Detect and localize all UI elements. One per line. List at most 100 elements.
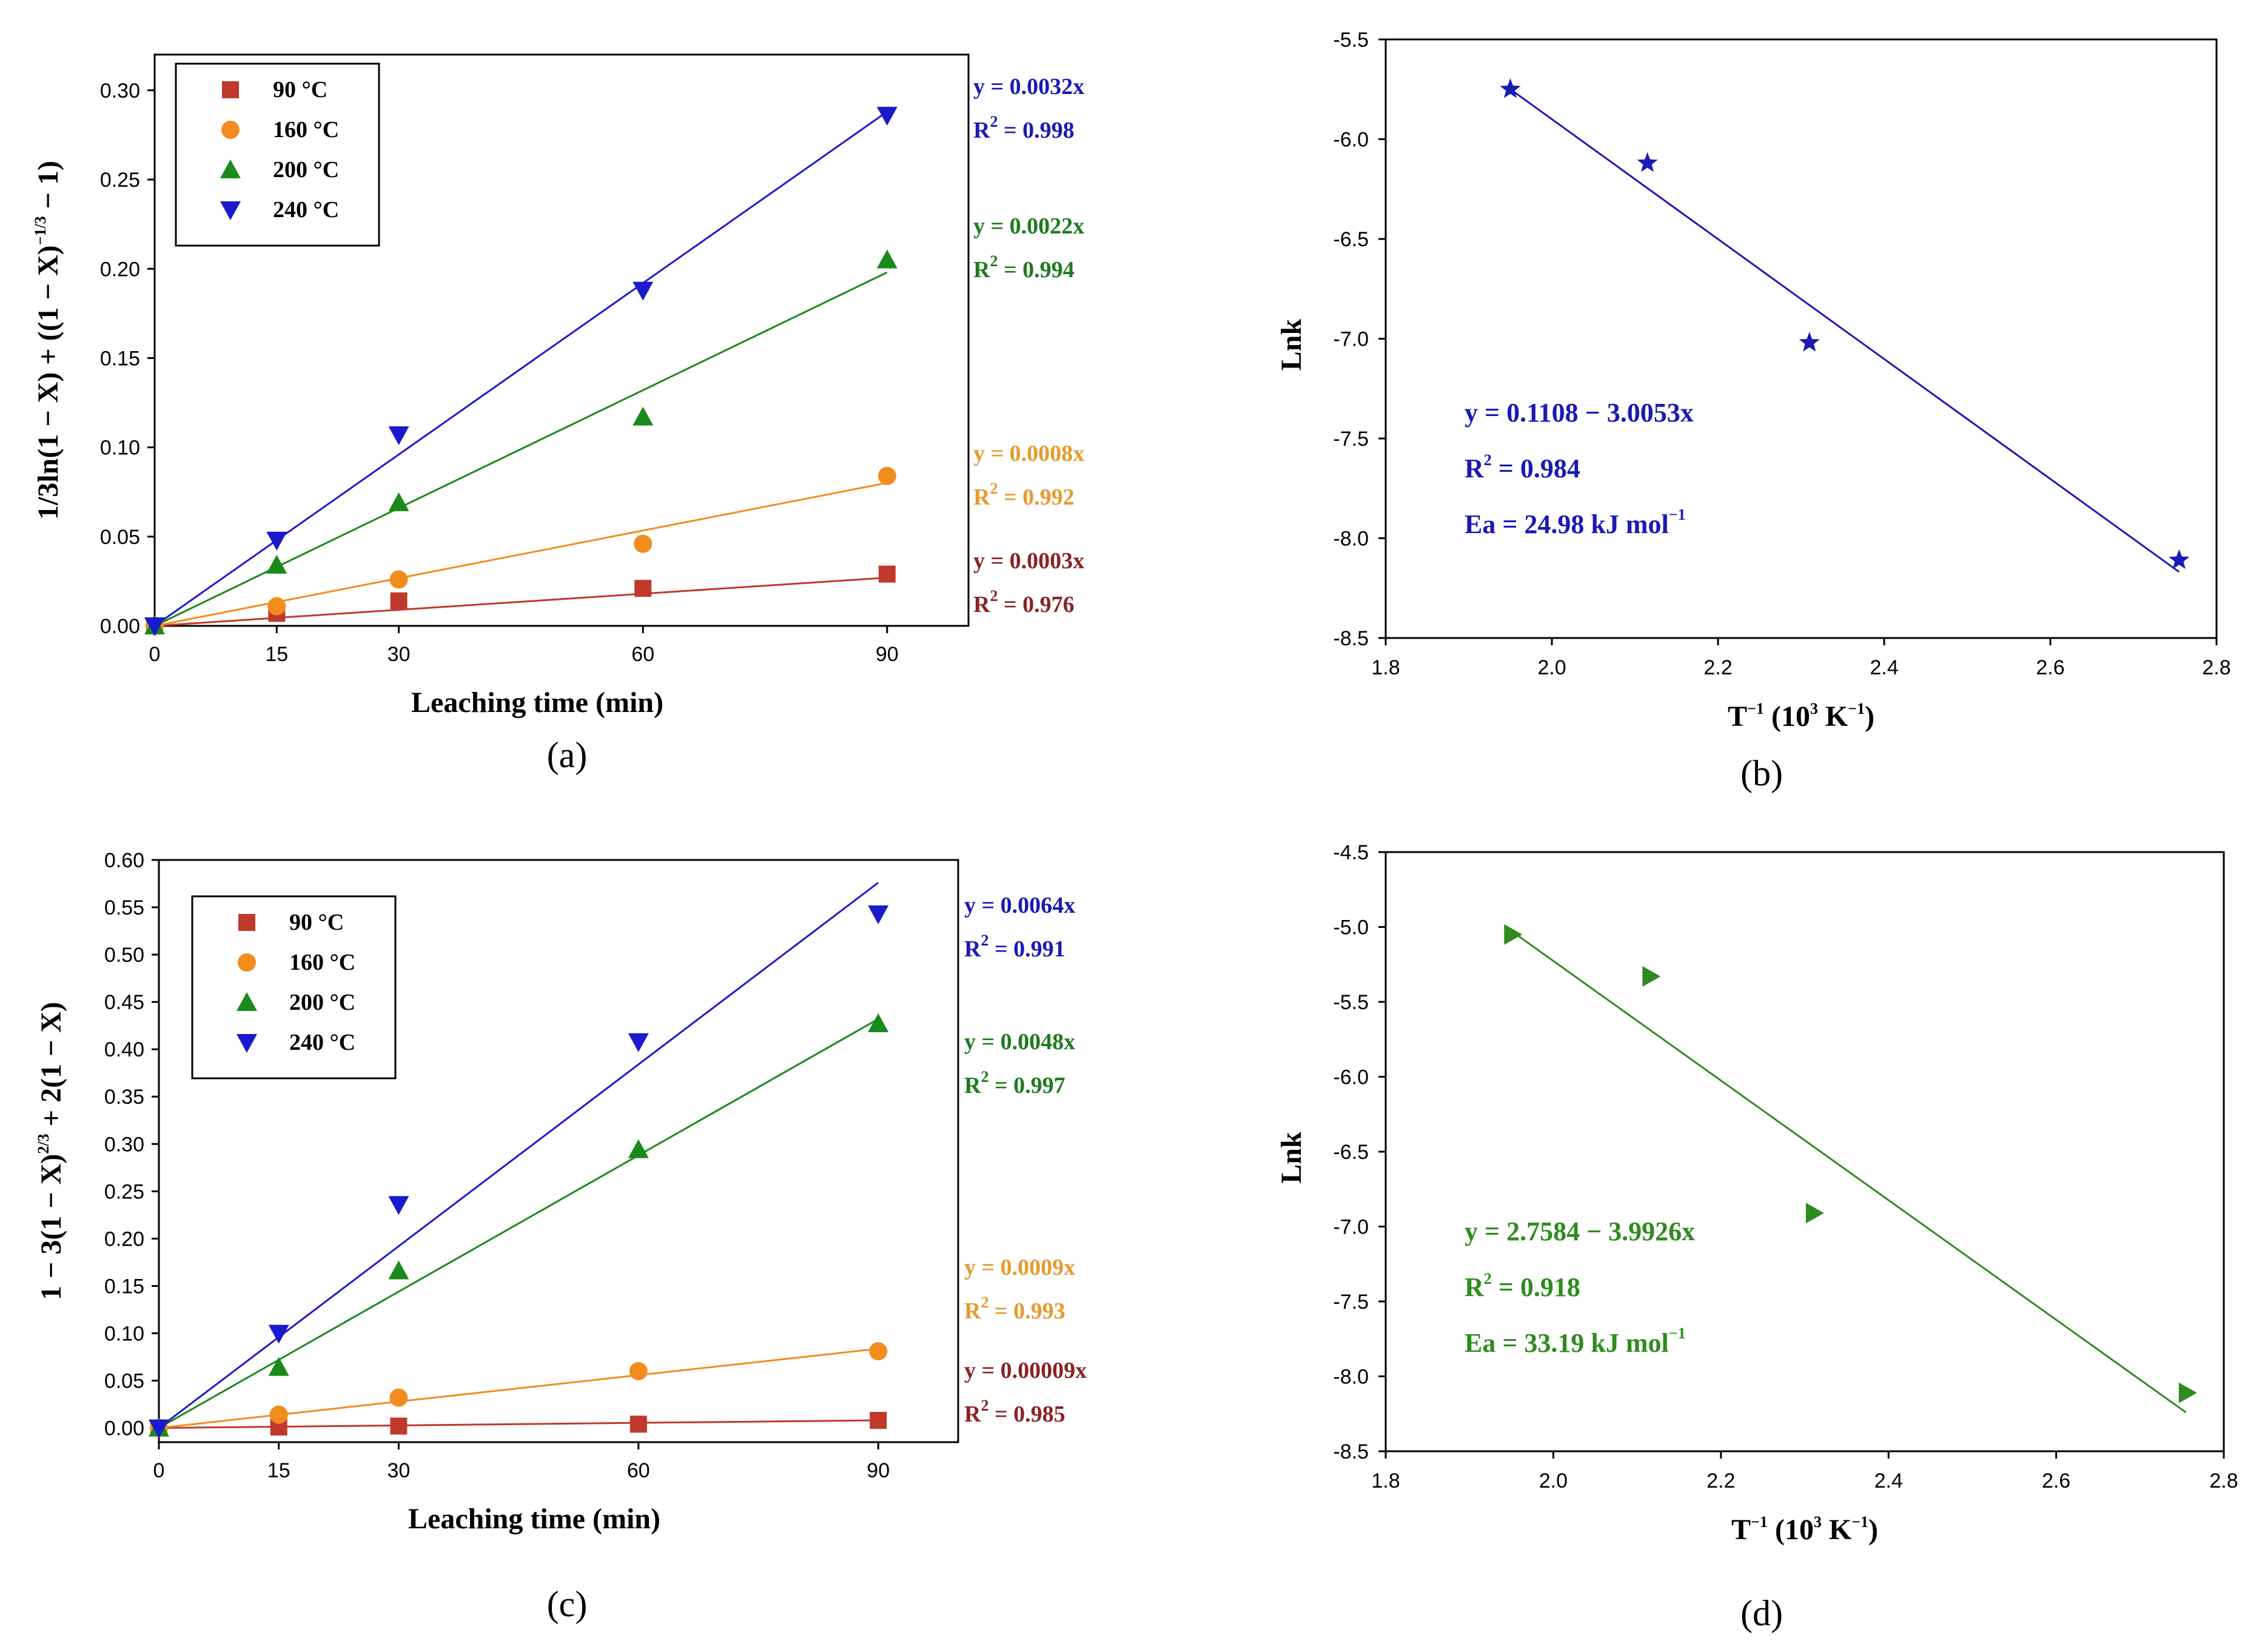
r-value: = 0.993 [988,1298,1065,1324]
legend-box [175,62,380,247]
legend-label-240: 240 °C [273,197,339,223]
x-tick-label: 2.8 [2202,656,2230,679]
legend-marker-240 [237,1034,257,1053]
data-point [2178,1382,2197,1403]
fit-line-90 [154,577,887,627]
data-point-200 [268,1357,289,1376]
y-tick-label: 0.15 [100,347,140,370]
r-squared: R2 = 0.918 [1465,1270,1580,1302]
equation-200: y = 0.0022x R2 = 0.994 [973,213,1084,283]
y-tick-label: -7.0 [1333,328,1369,351]
fit-equation: y = 0.1108 − 3.0053x [1465,398,1694,428]
r-value: = 0.918 [1492,1272,1580,1302]
data-point-240 [149,1419,169,1439]
data-point-160 [634,534,653,553]
r-sup: 2 [981,1294,988,1311]
data-point-240 [868,905,889,924]
fit-annotation: y = 0.1108 − 3.0053x R2 = 0.984 Ea = 24.98… [1465,398,1694,539]
y-tick-label: -6.5 [1333,1141,1369,1164]
data-point-240 [633,281,654,301]
panel-c-chart: 0.00 0.05 0.10 0.15 0.20 0.25 0.30 0.35 0.40 0.45… [35,849,1087,1624]
data-point [2169,549,2190,569]
x-label-sup: 3 [1814,1513,1822,1531]
ea-sup: −1 [1669,1325,1686,1342]
x-tick-label: 2.2 [1703,656,1732,679]
y-tick-label: -7.0 [1333,1216,1369,1239]
y-tick-label: 0.25 [100,169,140,192]
r-sup: 2 [1484,1270,1492,1288]
r-value: = 0.991 [988,936,1065,962]
x-axis-label: T−1 (103 K−1) [1731,1513,1878,1546]
fit-line-200 [154,271,888,627]
y-tick-label: 0.20 [104,1227,144,1251]
r-sup: 2 [981,932,988,949]
panel-a-chart: 0.00 0.05 0.10 0.15 0.20 0.25 0.30 0 15 30 60 90 Lea… [32,53,1084,775]
x-tick-label: 1.8 [1371,1469,1400,1493]
r-squared: R2 = 0.997 [964,1068,1066,1098]
y-tick-label: -8.0 [1333,528,1369,551]
y-tick-label: 0.10 [100,437,140,460]
data-point-200 [868,1013,889,1033]
fit-annotation: y = 2.7584 − 3.9926x R2 = 0.918 Ea = 33.19… [1465,1217,1695,1358]
plot-frame [1384,38,2218,639]
x-tick-label: 2.0 [1539,1469,1568,1493]
equation-200: y = 0.0048x R2 = 0.997 [964,1029,1075,1098]
y-tick-label: 0.25 [104,1180,144,1203]
equation-240: y = 0.0064x R2 = 0.991 [964,893,1075,962]
legend-marker-160 [238,953,256,972]
y-tick-label: 0.05 [100,526,140,549]
x-tick-label: 90 [876,643,899,666]
fit-line-200 [158,1018,879,1429]
y-tick-label: -8.5 [1333,627,1369,650]
r-squared: R2 = 0.992 [973,480,1075,510]
legend-label-160: 160 °C [273,117,339,143]
r-value: = 0.984 [1492,454,1580,483]
r-sup: 2 [1484,451,1492,469]
legend-box [191,895,397,1080]
panel-label: (c) [547,1584,588,1624]
r-letter: R [973,257,990,283]
y-tick-label: -5.5 [1333,991,1369,1014]
y-tick-label: 0.00 [104,1417,144,1440]
data-point-240 [268,1325,289,1344]
data-point-200 [876,249,898,269]
panel-label: (d) [1740,1593,1783,1633]
x-label-part: K [1822,1514,1851,1546]
fit-equation: y = 0.0009x [964,1255,1075,1280]
fit-line [1511,930,2187,1414]
data-point-160 [389,1388,408,1407]
y-tick-label: -8.5 [1333,1440,1369,1463]
fit-equation: y = 0.0022x [973,213,1084,239]
data-point-200 [633,406,654,426]
y-tick-label: -5.5 [1333,29,1369,52]
panel-label: (b) [1740,753,1783,793]
y-tick-label: 0.45 [104,991,144,1014]
y-tick-label: 0.35 [104,1086,144,1109]
y-axis-label: Lnk [1275,318,1307,371]
legend-marker-240 [220,201,241,220]
r-sup: 2 [990,587,998,605]
y-tick-label: 0.20 [100,258,140,281]
x-tick-label: 2.8 [2209,1469,2238,1493]
plot-frame [158,859,959,1443]
panel-d-chart: -8.5 -8.0 -7.5 -7.0 -6.5 -6.0 -5.5 -5.0 -4.5 1.8 2… [1275,841,2238,1633]
data-point-160 [878,466,896,485]
data-point-90 [390,1417,408,1435]
r-sup: 2 [990,252,998,270]
r-value: = 0.976 [998,592,1074,617]
data-point-90 [634,580,652,597]
data-point-240 [388,1196,409,1215]
legend-label-90: 90 °C [289,910,344,935]
data-point [1637,152,1658,172]
x-tick-label: 15 [265,643,288,666]
r-letter: R [973,118,990,143]
r-letter: R [964,936,981,962]
data-point-90 [629,1415,647,1433]
x-label-sup: −1 [1851,1513,1868,1531]
y-tick-label: -7.5 [1333,428,1369,451]
fit-equation: y = 0.0008x [973,441,1084,466]
fit-line-160 [158,1348,879,1429]
fit-equation: y = 0.0048x [964,1029,1075,1055]
data-point-240 [388,426,409,446]
r-letter: R [1465,454,1485,483]
